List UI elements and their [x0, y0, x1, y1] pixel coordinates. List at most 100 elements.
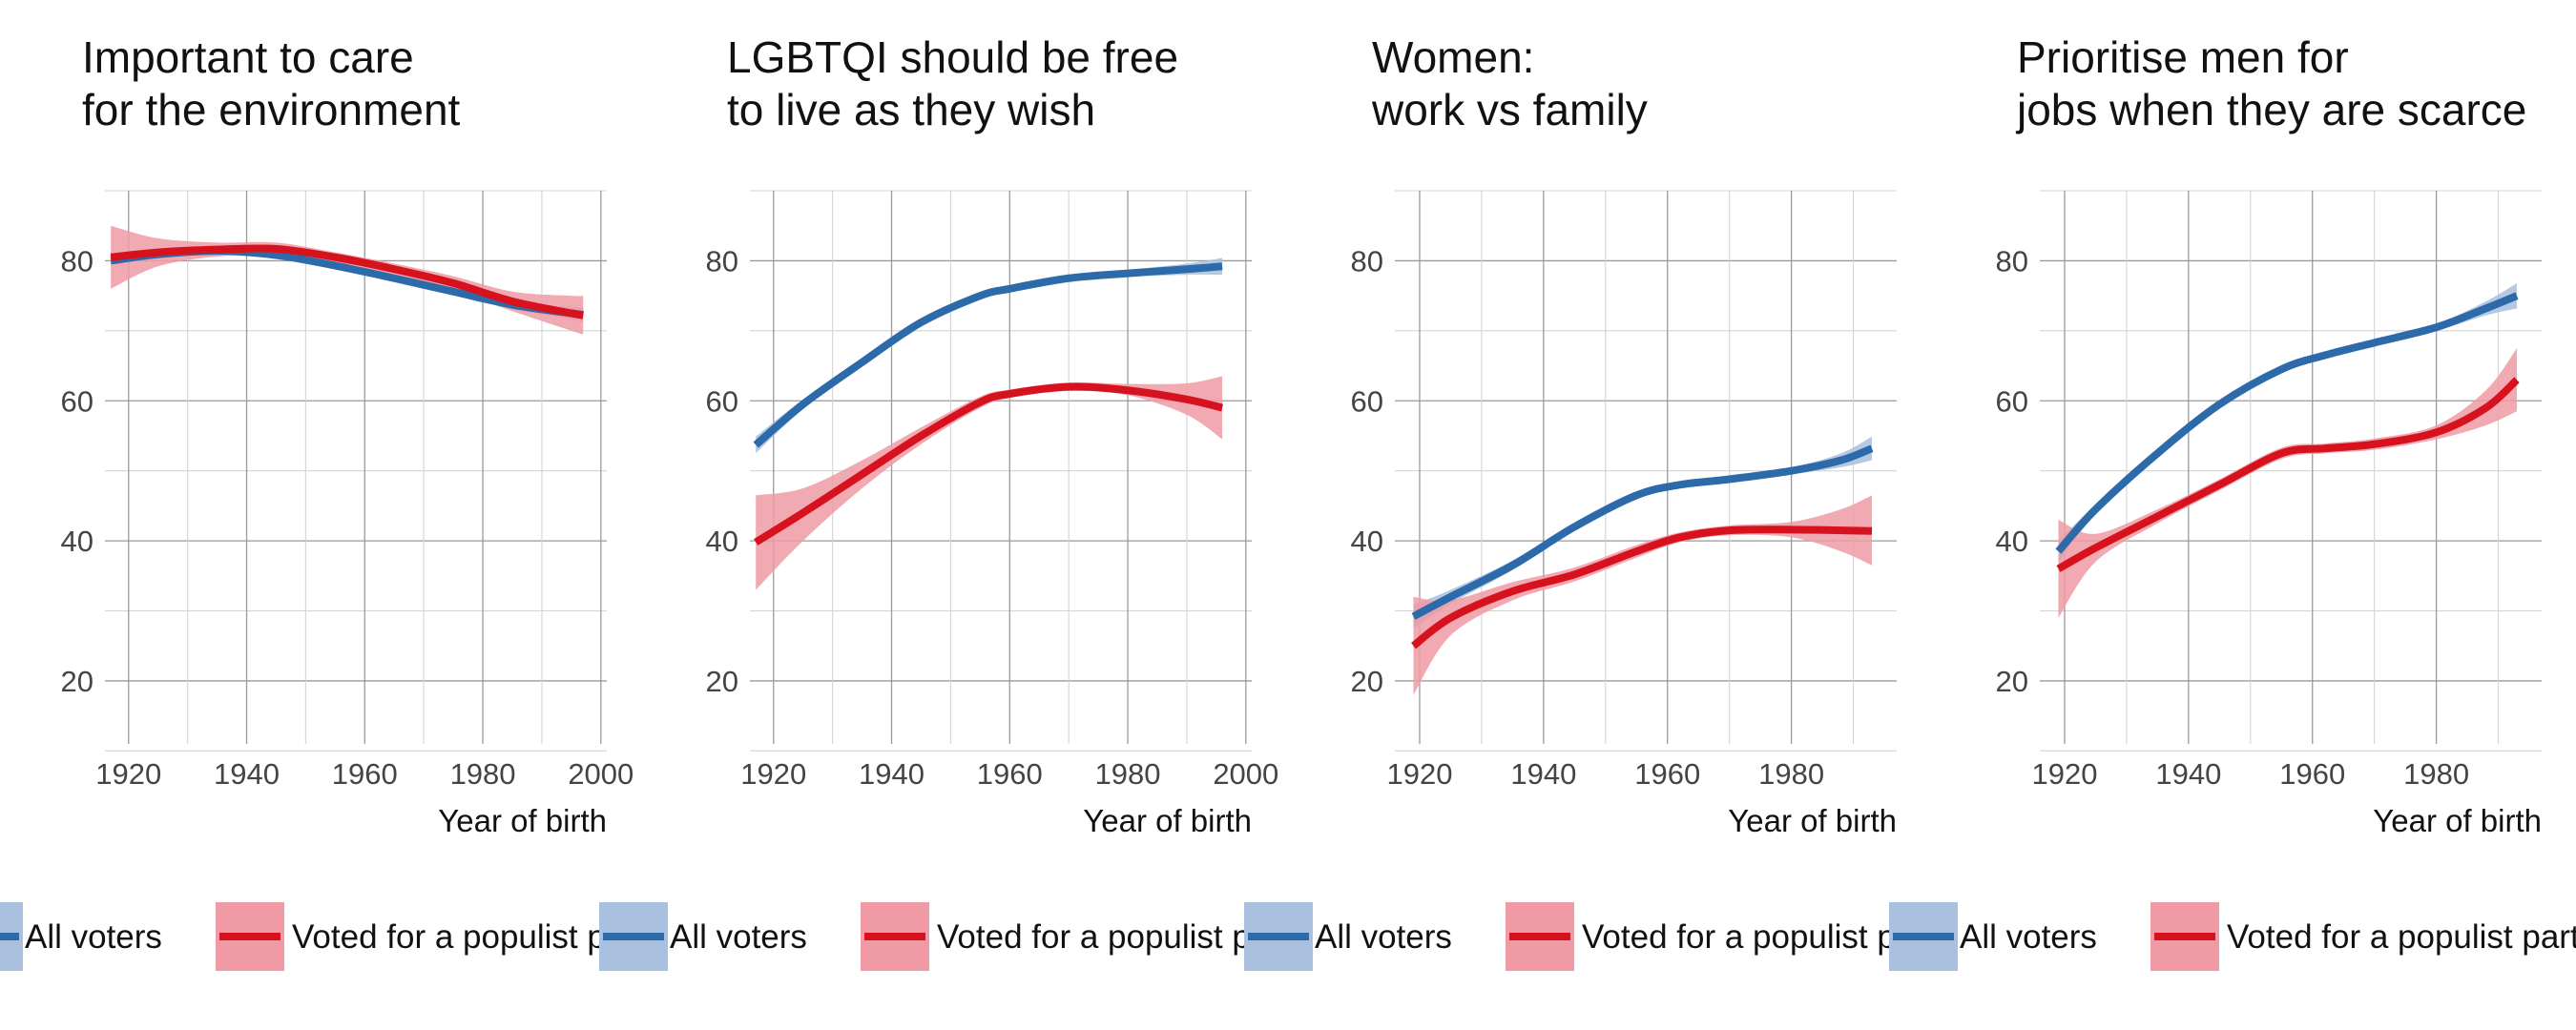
y-tick-label: 80 — [1351, 244, 1383, 278]
x-tick-label: 1960 — [332, 757, 398, 791]
data-point — [2277, 449, 2285, 457]
data-point — [2513, 292, 2521, 299]
confidence-band-series-1 — [756, 258, 1223, 454]
x-tick-label: 1940 — [859, 757, 924, 791]
data-point — [2371, 441, 2379, 448]
data-point — [1124, 386, 1132, 394]
data-point — [1726, 475, 1734, 483]
chart-title-line: Important to care — [82, 32, 414, 82]
data-point — [1065, 275, 1072, 282]
data-point — [390, 275, 398, 282]
x-axis-title: Year of birth — [1728, 803, 1897, 838]
chart-title-line: Prioritise men for — [2017, 32, 2349, 82]
legend-label: All voters — [670, 918, 807, 956]
data-point — [1868, 527, 1876, 535]
series-line-2 — [1410, 525, 1873, 649]
chart-title-line: for the environment — [82, 85, 461, 134]
data-point — [1570, 523, 1578, 530]
y-tick-label: 40 — [706, 525, 738, 558]
data-point — [214, 246, 221, 254]
data-point — [1409, 642, 1417, 649]
legend: All voters Voted for a populist party — [0, 902, 662, 971]
data-point — [568, 309, 575, 317]
x-tick-label: 1960 — [2279, 757, 2345, 791]
x-tick-label: 1980 — [450, 757, 516, 791]
grid — [105, 190, 607, 752]
data-point — [2433, 323, 2441, 331]
data-point — [859, 470, 866, 478]
x-tick-label: 2000 — [568, 757, 634, 791]
data-point — [1218, 262, 1226, 270]
x-axis-title: Year of birth — [1083, 803, 1252, 838]
chart-panel-3: Women:work vs family 20 40 60 80 1920 1940 1960… — [1244, 32, 1952, 971]
y-tick-label: 40 — [1351, 525, 1383, 558]
y-tick-label: 20 — [61, 665, 93, 698]
data-point — [1632, 491, 1640, 499]
x-tick-label: 1960 — [1634, 757, 1700, 791]
data-point — [917, 319, 924, 326]
data-point — [2371, 339, 2379, 346]
data-point — [752, 442, 759, 449]
chart-title-line: jobs when they are scarce — [2015, 85, 2526, 134]
x-axis-title: Year of birth — [438, 803, 607, 838]
series-line-2 — [110, 244, 584, 319]
data-point — [800, 509, 807, 517]
data-point — [859, 359, 866, 366]
y-tick-label: 20 — [1996, 665, 2028, 698]
y-tick-label: 60 — [61, 384, 93, 418]
data-point — [331, 262, 339, 270]
data-point — [509, 298, 516, 305]
data-point — [2153, 512, 2161, 520]
x-tick-label: 1980 — [1758, 757, 1824, 791]
data-point — [1409, 612, 1417, 620]
data-point — [1183, 265, 1191, 273]
legend-label: All voters — [1315, 918, 1452, 956]
data-point — [2321, 352, 2329, 360]
confidence-band-series-2 — [756, 376, 1223, 590]
data-point — [2091, 505, 2099, 513]
x-tick-label: 1940 — [214, 757, 280, 791]
data-point — [449, 279, 457, 287]
data-point — [1446, 593, 1454, 601]
data-point — [1676, 533, 1684, 541]
series-line-1 — [753, 262, 1223, 448]
x-tick-label: 1920 — [2031, 757, 2097, 791]
data-point — [390, 265, 398, 273]
data-point — [976, 399, 984, 406]
x-tick-label: 1920 — [95, 757, 161, 791]
data-point — [1632, 547, 1640, 555]
data-point — [1006, 285, 1013, 293]
y-tick-label: 60 — [1351, 384, 1383, 418]
y-tick-label: 20 — [706, 665, 738, 698]
legend-label: All voters — [25, 918, 162, 956]
data-point — [1218, 404, 1226, 412]
data-point — [1065, 383, 1072, 391]
series-line-1 — [1411, 444, 1874, 620]
data-point — [1868, 444, 1876, 452]
x-tick-label: 1980 — [2403, 757, 2469, 791]
data-point — [579, 312, 587, 319]
confidence-band-series-2 — [111, 225, 584, 335]
y-tick-label: 80 — [61, 244, 93, 278]
chart-title-line: work vs family — [1371, 85, 1648, 134]
x-tick-label: 1920 — [1386, 757, 1452, 791]
x-tick-label: 1920 — [740, 757, 806, 791]
y-tick-label: 60 — [706, 384, 738, 418]
data-point — [1676, 481, 1684, 488]
data-point — [1183, 396, 1191, 403]
data-point — [2215, 401, 2223, 408]
x-tick-label: 1940 — [2155, 757, 2221, 791]
data-point — [2215, 481, 2223, 488]
x-tick-label: 1980 — [1095, 757, 1161, 791]
chart-title-line: LGBTQI should be free — [727, 32, 1178, 82]
y-tick-label: 40 — [61, 525, 93, 558]
data-point — [1006, 390, 1013, 398]
data-point — [2054, 565, 2062, 572]
grid — [1395, 190, 1897, 752]
data-point — [2513, 376, 2521, 383]
data-point — [752, 539, 759, 546]
x-tick-label: 1960 — [977, 757, 1043, 791]
data-point — [800, 401, 807, 408]
